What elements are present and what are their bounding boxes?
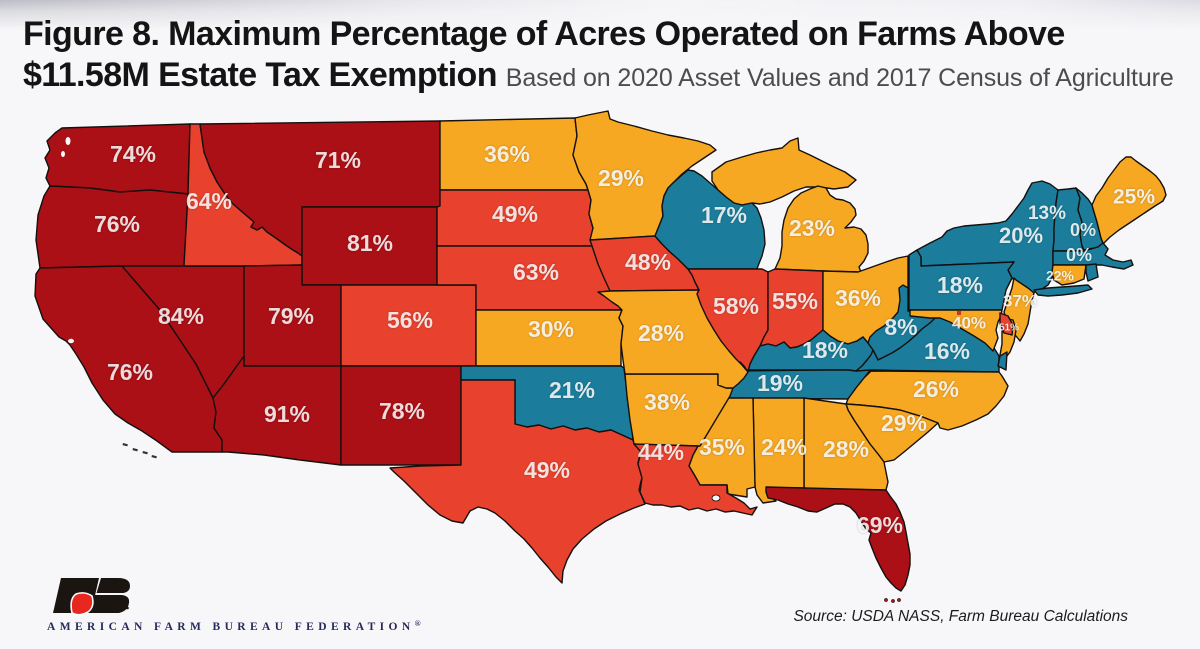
- svg-text:23%: 23%: [789, 215, 835, 241]
- svg-text:56%: 56%: [387, 307, 433, 333]
- svg-text:18%: 18%: [802, 337, 848, 363]
- svg-text:58%: 58%: [713, 293, 759, 319]
- svg-text:55%: 55%: [772, 288, 818, 314]
- svg-text:71%: 71%: [315, 147, 361, 173]
- svg-text:51%: 51%: [999, 323, 1019, 334]
- svg-text:0%: 0%: [1070, 220, 1096, 240]
- svg-text:18%: 18%: [937, 272, 983, 298]
- svg-text:69%: 69%: [857, 512, 903, 538]
- svg-text:25%: 25%: [1113, 186, 1155, 209]
- svg-text:30%: 30%: [528, 316, 574, 342]
- svg-text:21%: 21%: [549, 377, 595, 403]
- svg-text:29%: 29%: [598, 165, 644, 191]
- svg-text:38%: 38%: [644, 389, 690, 415]
- svg-text:36%: 36%: [484, 141, 530, 167]
- svg-text:49%: 49%: [524, 457, 570, 483]
- svg-text:63%: 63%: [513, 259, 559, 285]
- svg-text:19%: 19%: [757, 370, 803, 396]
- svg-text:17%: 17%: [701, 202, 747, 228]
- svg-text:84%: 84%: [158, 303, 204, 329]
- svg-text:76%: 76%: [94, 211, 140, 237]
- svg-text:40%: 40%: [952, 313, 986, 332]
- svg-text:91%: 91%: [264, 401, 310, 427]
- svg-text:28%: 28%: [638, 320, 684, 346]
- svg-text:81%: 81%: [347, 230, 393, 256]
- svg-text:37%: 37%: [1003, 291, 1037, 310]
- svg-text:0%: 0%: [1066, 245, 1092, 265]
- svg-text:76%: 76%: [107, 359, 153, 385]
- svg-text:74%: 74%: [110, 141, 156, 167]
- svg-text:78%: 78%: [379, 398, 425, 424]
- svg-text:49%: 49%: [492, 201, 538, 227]
- svg-text:8%: 8%: [884, 314, 917, 340]
- svg-text:79%: 79%: [268, 303, 314, 329]
- svg-text:35%: 35%: [699, 434, 745, 460]
- svg-text:44%: 44%: [638, 439, 684, 465]
- svg-text:20%: 20%: [999, 223, 1043, 248]
- svg-text:16%: 16%: [924, 338, 970, 364]
- svg-text:28%: 28%: [823, 436, 869, 462]
- svg-text:64%: 64%: [186, 188, 232, 214]
- svg-text:24%: 24%: [761, 434, 807, 460]
- svg-text:29%: 29%: [881, 410, 927, 436]
- svg-text:48%: 48%: [625, 249, 671, 275]
- svg-text:26%: 26%: [913, 376, 959, 402]
- svg-text:36%: 36%: [835, 285, 881, 311]
- svg-text:13%: 13%: [1028, 203, 1066, 224]
- svg-text:22%: 22%: [1046, 268, 1075, 284]
